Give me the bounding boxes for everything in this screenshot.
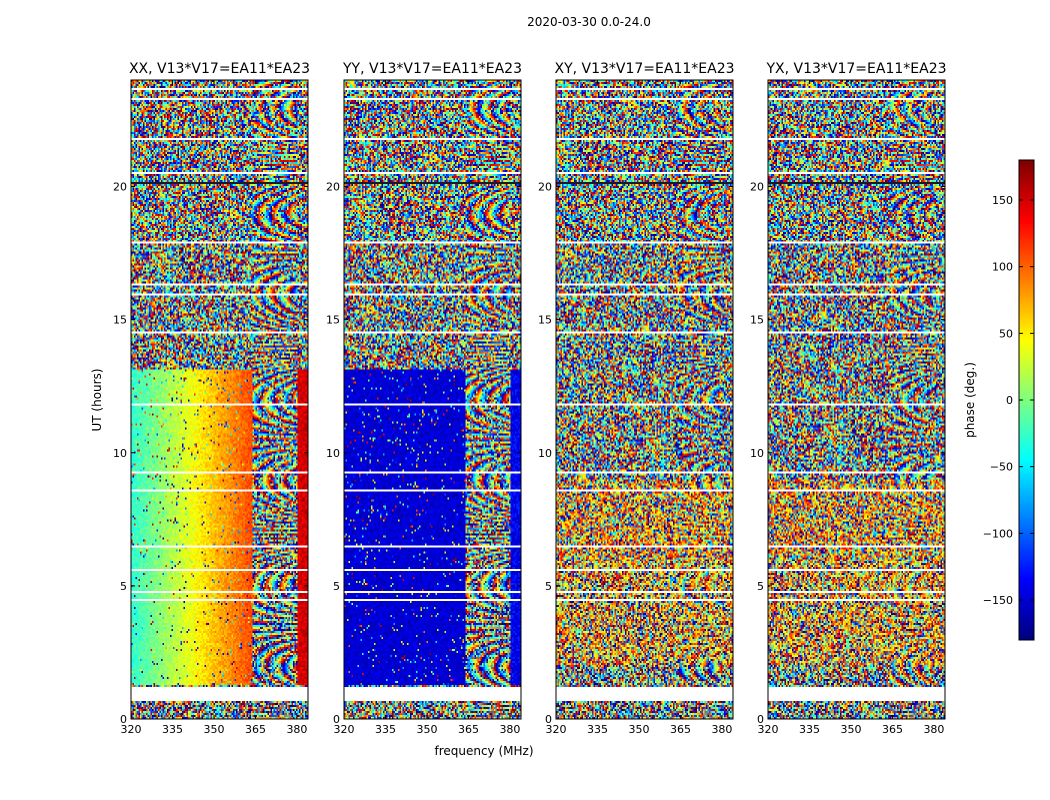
colorbar-tick-label: 50: [999, 327, 1013, 340]
y-tick-label: 20: [113, 181, 127, 194]
x-tick-label: 380: [499, 723, 520, 736]
y-tick-label: 10: [326, 447, 340, 460]
panel-yy: YY, V13*V17=EA11*EA23 320 335 350 365 380 0 5 10…: [326, 61, 522, 736]
x-axis-label: frequency (MHz): [434, 744, 533, 758]
heatmap-image: [131, 80, 308, 719]
colorbar-gradient: [1019, 160, 1034, 640]
x-tick-label: 320: [546, 723, 567, 736]
heatmap-image: [556, 80, 733, 719]
colorbar-tick-label: −150: [983, 594, 1013, 607]
y-tick-label: 5: [120, 580, 127, 593]
y-tick-label: 20: [326, 181, 340, 194]
y-tick-label: 10: [750, 447, 764, 460]
y-tick-label: 0: [333, 713, 340, 726]
x-tick-label: 380: [286, 723, 307, 736]
colorbar-tick-label: −50: [990, 461, 1013, 474]
y-tick-label: 15: [326, 314, 340, 327]
y-tick-label: 0: [545, 713, 552, 726]
x-tick-label: 320: [334, 723, 355, 736]
x-tick-label: 365: [458, 723, 479, 736]
heatmap-image: [344, 80, 521, 719]
y-tick-label: 15: [113, 314, 127, 327]
y-tick-label: 10: [538, 447, 552, 460]
panels: XX, V13*V17=EA11*EA23 320 335 350 365 380 0 5 10…: [113, 61, 947, 736]
x-tick-label: 350: [203, 723, 224, 736]
x-tick-label: 350: [416, 723, 437, 736]
colorbar: 150 100 50 0 −50 −100 −150: [983, 159, 1035, 641]
y-axis-label: UT (hours): [90, 368, 104, 431]
y-tick-label: 0: [120, 713, 127, 726]
x-tick-label: 380: [711, 723, 732, 736]
panel-title: XX, V13*V17=EA11*EA23: [129, 61, 310, 77]
colorbar-tick-label: 0: [1006, 394, 1013, 407]
panel-title: YY, V13*V17=EA11*EA23: [342, 61, 522, 77]
panel-frame: [343, 79, 522, 720]
panel-title: YX, V13*V17=EA11*EA23: [765, 61, 946, 77]
heatmap-image: [768, 80, 945, 719]
y-tick-label: 5: [545, 580, 552, 593]
y-tick-label: 15: [538, 314, 552, 327]
y-tick-label: 5: [333, 580, 340, 593]
y-tick-label: 10: [113, 447, 127, 460]
panel-title: XY, V13*V17=EA11*EA23: [554, 61, 734, 77]
panel-yx: YX, V13*V17=EA11*EA23 320 335 350 365 380 0 5 10…: [750, 61, 947, 736]
x-tick-label: 320: [121, 723, 142, 736]
colorbar-tick-label: 150: [992, 194, 1013, 207]
panel-frame: [767, 79, 946, 720]
x-tick-label: 320: [758, 723, 779, 736]
colorbar-label: phase (deg.): [963, 362, 977, 438]
panel-xy: XY, V13*V17=EA11*EA23 320 335 350 365 380 0 5 10…: [538, 61, 735, 736]
y-tick-label: 15: [750, 314, 764, 327]
y-tick-label: 5: [757, 580, 764, 593]
panel-frame: [130, 79, 309, 720]
x-tick-label: 380: [923, 723, 944, 736]
x-tick-label: 350: [840, 723, 861, 736]
x-tick-label: 365: [245, 723, 266, 736]
y-tick-label: 20: [538, 181, 552, 194]
colorbar-tick-label: 100: [992, 261, 1013, 274]
y-tick-label: 0: [757, 713, 764, 726]
panel-xx: XX, V13*V17=EA11*EA23 320 335 350 365 380 0 5 10…: [113, 61, 310, 736]
y-tick-label: 20: [750, 181, 764, 194]
x-tick-label: 335: [587, 723, 608, 736]
panel-frame: [555, 79, 734, 720]
colorbar-tick-label: −100: [983, 527, 1013, 540]
x-tick-label: 335: [799, 723, 820, 736]
x-tick-label: 335: [162, 723, 183, 736]
x-tick-label: 350: [628, 723, 649, 736]
x-tick-label: 365: [882, 723, 903, 736]
x-tick-label: 335: [375, 723, 396, 736]
x-tick-label: 365: [670, 723, 691, 736]
figure-suptitle: 2020-03-30 0.0-24.0: [527, 15, 651, 29]
